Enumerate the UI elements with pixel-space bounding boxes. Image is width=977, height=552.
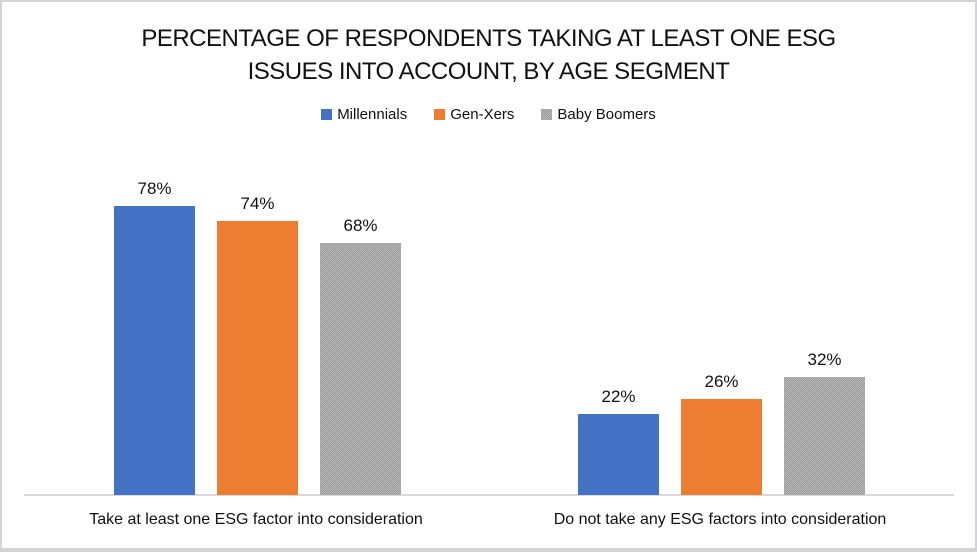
legend-swatch-baby-boomers-icon: [541, 109, 553, 120]
chart-title-line-1: PERCENTAGE OF RESPONDENTS TAKING AT LEAS…: [141, 25, 836, 52]
bar-group-do-not-take-esg: 22% 26% 32%: [578, 350, 865, 495]
legend-label-baby-boomers: Baby Boomers: [557, 106, 656, 123]
bar-gen-xers: [681, 399, 762, 495]
bar-value-label-gen-xers: 26%: [704, 372, 739, 391]
bar-column-baby-boomers: 32%: [784, 350, 865, 495]
bar-group-take-esg: 78% 74% 68%: [114, 179, 401, 495]
bar-baby-boomers: [784, 377, 865, 495]
legend-item-gen-xers: Gen-Xers: [434, 106, 514, 123]
legend: Millennials Gen-Xers Baby Boomers: [2, 106, 975, 123]
legend-label-gen-xers: Gen-Xers: [450, 106, 515, 123]
bar-column-millennials: 78%: [114, 179, 195, 495]
bar-value-label-millennials: 22%: [601, 387, 636, 406]
legend-swatch-millennials-icon: [321, 109, 333, 120]
chart-title: PERCENTAGE OF RESPONDENTS TAKING AT LEAS…: [2, 22, 975, 88]
category-label-take-esg: Take at least one ESG factor into consid…: [89, 511, 423, 528]
chart-title-line-2: ISSUES INTO ACCOUNT, BY AGE SEGMENT: [247, 58, 730, 85]
bar-column-baby-boomers: 68%: [320, 216, 401, 495]
bar-millennials: [114, 206, 195, 495]
bar-value-label-baby-boomers: 32%: [807, 350, 842, 369]
legend-label-millennials: Millennials: [337, 106, 408, 123]
bar-column-gen-xers: 26%: [681, 372, 762, 495]
bar-gen-xers: [217, 221, 298, 495]
x-axis-line: [24, 494, 954, 496]
bar-value-label-millennials: 78%: [137, 179, 172, 198]
bar-value-label-baby-boomers: 68%: [343, 216, 378, 235]
bar-value-label-gen-xers: 74%: [240, 194, 275, 213]
bar-baby-boomers: [320, 243, 401, 495]
bar-column-millennials: 22%: [578, 387, 659, 495]
legend-item-millennials: Millennials: [321, 106, 407, 123]
legend-swatch-gen-xers-icon: [434, 109, 446, 120]
legend-item-baby-boomers: Baby Boomers: [541, 106, 656, 123]
category-label-do-not-take-esg: Do not take any ESG factors into conside…: [553, 511, 887, 528]
bar-millennials: [578, 414, 659, 495]
bar-column-gen-xers: 74%: [217, 194, 298, 495]
